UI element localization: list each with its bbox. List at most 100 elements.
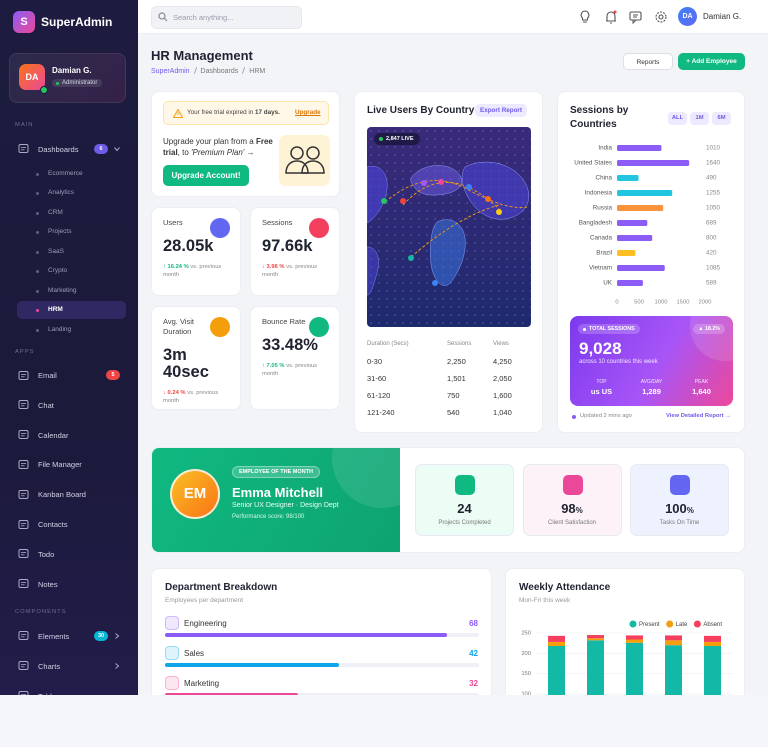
tab[interactable]: 1M [690, 112, 709, 125]
employee-stat-label: Tasks On Time [659, 520, 700, 526]
stat-card: Users 28.05k ↑ 16.24 % vs. previous month [151, 207, 241, 296]
user-name: Damian G. [52, 66, 92, 75]
summary-stat-value: us US [590, 387, 613, 396]
nav-subitem[interactable]: SaaS [17, 243, 126, 261]
nav-label: File Manager [38, 460, 82, 470]
nav-icon [18, 661, 29, 671]
nav-subitem[interactable]: Analytics [17, 184, 126, 202]
nav-label: Charts [38, 661, 61, 671]
nav-icon [18, 400, 29, 410]
nav-item[interactable]: Todo [10, 546, 128, 562]
nav-item[interactable]: Tables [10, 688, 128, 695]
updated-dot [572, 415, 576, 419]
employee-stat-value: 98% [524, 501, 621, 516]
sub-dot [36, 250, 39, 254]
tab[interactable]: ALL [668, 112, 687, 125]
nav-item[interactable]: Contacts [10, 516, 128, 532]
change-value: ↑ 16.24 % [163, 264, 189, 270]
nav-subitem[interactable]: Landing [17, 321, 126, 339]
stat-card: Sessions 97.66k ↓ 3.96 % vs. previous mont… [250, 207, 340, 296]
stat-icon [210, 317, 230, 337]
section-title: MAIN [15, 122, 34, 128]
tab[interactable]: 6M [712, 112, 731, 125]
topbar-icons[interactable] [578, 10, 698, 24]
upgrade-button[interactable]: Upgrade Account! [163, 165, 249, 186]
employee-avatar: EM [170, 469, 220, 519]
crumb[interactable]: Dashboards [200, 68, 239, 75]
crumb-separator [242, 67, 246, 74]
stat-value: 33.48% [262, 336, 318, 354]
attendance-card: Weekly Attendance Mon-Fri this week [505, 568, 745, 695]
stat-label: Avg. Visit Duration [163, 317, 194, 336]
nav-item[interactable]: Chat [10, 397, 128, 413]
nav-item[interactable]: Calendar [10, 427, 128, 443]
export-button[interactable]: Export Report [475, 104, 527, 117]
nav-icon [18, 691, 29, 695]
upgrade-link[interactable]: Upgrade [295, 109, 321, 116]
dept-name: Sales [184, 649, 205, 658]
warning-icon [173, 109, 183, 118]
crumb[interactable]: SuperAdmin [151, 68, 190, 75]
dept-count: 42 [469, 649, 478, 658]
reports-button[interactable]: Reports [623, 53, 673, 70]
employee-badge: EMPLOYEE OF THE MONTH [232, 466, 320, 478]
stat-card: Bounce Rate 33.48% ↑ 7.05 % vs. previous m… [250, 306, 340, 410]
table-cell: 121-240 [367, 408, 395, 417]
live-users-card: Live Users By Country Export Report 2,84… [354, 91, 543, 433]
app: S SuperAdmin DA Damian G. Administrator … [0, 0, 768, 695]
summary-value: 9,028 [579, 339, 622, 358]
topbar: Search anything... DA Damian G. [138, 0, 768, 34]
nav-item[interactable]: Kanban Board [10, 486, 128, 502]
nav-item[interactable]: Dashboards 6 [10, 141, 128, 157]
value: 100 [665, 501, 687, 516]
status-dot [40, 86, 48, 94]
nav-subitem[interactable]: Crypto [17, 262, 126, 280]
label-text: TOTAL SESSIONS [589, 326, 635, 332]
dept-name: Marketing [184, 679, 220, 688]
detail-link[interactable]: View Detailed Report → [666, 413, 731, 419]
table-cell: 61-120 [367, 391, 391, 400]
add-employee-button[interactable]: + Add Employee [678, 53, 745, 70]
employee-role: Senior UX Designer · Design Dept [232, 502, 339, 509]
table-header: Duration (Secs) [367, 341, 409, 347]
nav-sublabel: SaaS [48, 247, 64, 255]
nav-label: Elements [38, 631, 70, 641]
search-box[interactable]: Search anything... [151, 6, 302, 29]
summary-stat-label: AVG/DAY [640, 379, 663, 385]
nav-item[interactable]: Elements 30 [10, 628, 128, 644]
nav-subitem[interactable]: Projects [17, 223, 126, 241]
nav-icon [18, 430, 29, 440]
nav-subitem[interactable]: Ecommerce [17, 165, 126, 183]
nav-badge: 5 [106, 370, 120, 380]
live-table: Duration (Secs) Sessions Views 0-30 2,250 4,2… [367, 339, 532, 419]
sub-dot [36, 231, 39, 234]
sidebar: S SuperAdmin DA Damian G. Administrator … [0, 0, 138, 695]
table-cell: 1,040 [493, 408, 512, 417]
user-card[interactable]: DA Damian G. Administrator [9, 53, 126, 103]
search-placeholder: Search anything... [173, 13, 234, 22]
nav-sublabel: HRM [48, 306, 63, 313]
nav-label: Notes [38, 579, 58, 589]
dept-name: Engineering [184, 619, 227, 628]
nav-subitem[interactable]: Marketing [17, 282, 126, 300]
employee-score: Performance score: 98/100 [232, 514, 305, 520]
card-title: Sessions by Countries [570, 105, 629, 130]
summary-stat-value: 1,640 [692, 387, 711, 396]
sub-dot [36, 328, 39, 332]
topbar-avatar[interactable]: DA [678, 7, 697, 26]
button-label: + Add Employee [686, 58, 737, 65]
nav-item[interactable]: Notes [10, 576, 128, 592]
nav-item[interactable]: Charts [10, 658, 128, 674]
trial-text: Upgrade your plan from a Free trial, to … [163, 136, 278, 158]
nav-item[interactable]: Email 5 [10, 367, 128, 383]
summary-stat-value: 1,289 [642, 387, 661, 396]
nav-subitem[interactable]: HRM [17, 301, 126, 319]
stat-value: 28.05k [163, 237, 214, 255]
section-title: COMPONENTS [15, 609, 67, 616]
notice-days: 17 days. [255, 109, 280, 116]
unit: % [686, 506, 694, 515]
nav-subitem[interactable]: CRM [17, 204, 126, 222]
change-note: vs. previous month [262, 363, 318, 377]
nav-item[interactable]: File Manager [10, 456, 128, 472]
summary-label: TOTAL SESSIONS [578, 324, 640, 334]
